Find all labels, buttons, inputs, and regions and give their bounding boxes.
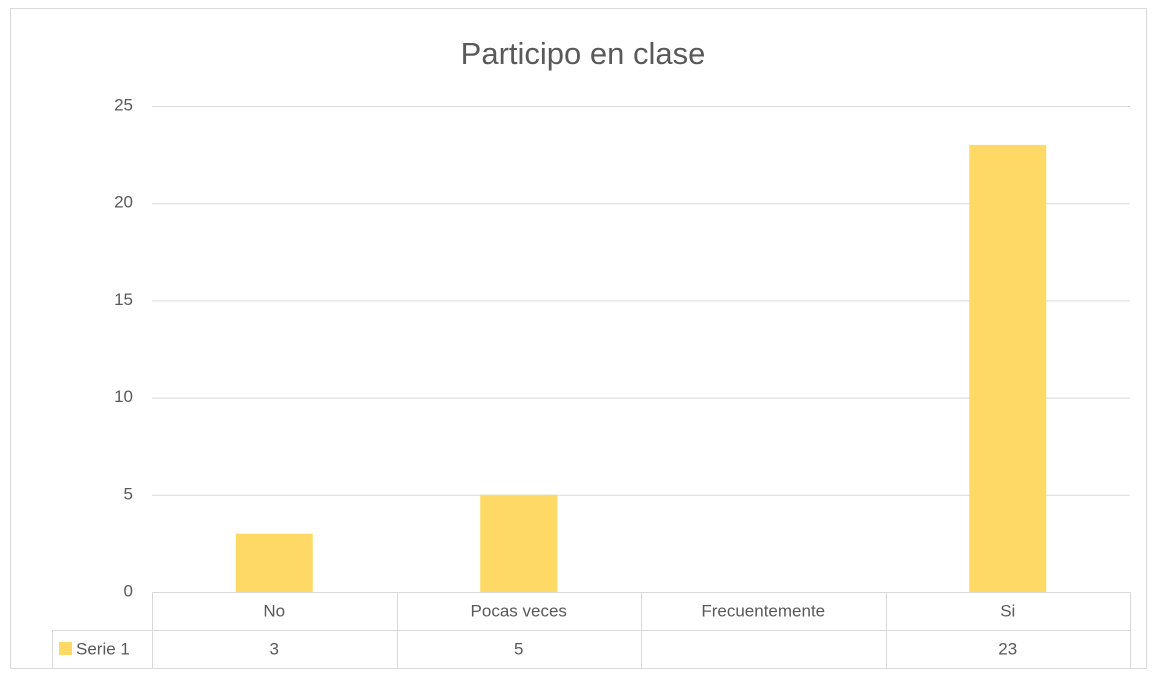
y-tick-label: 25 [114,95,133,114]
chart-border [10,8,1147,669]
bar [480,494,558,592]
table-value: 23 [998,639,1017,658]
bar [235,533,313,592]
y-tick-label: 15 [114,290,133,309]
x-tick-label: No [263,601,285,620]
y-tick-label: 10 [114,387,133,406]
legend-label: Serie 1 [76,639,130,658]
chart-title: Participo en clase [461,36,706,71]
y-tick-label: 0 [124,581,133,600]
bar [969,144,1047,592]
x-tick-label: Si [1000,601,1015,620]
table-value: 3 [270,639,279,658]
legend-key [59,642,72,655]
y-tick-label: 20 [114,193,133,212]
x-tick-label: Frecuentemente [701,601,825,620]
table-value: 5 [514,639,523,658]
y-tick-label: 5 [124,484,133,503]
x-tick-label: Pocas veces [471,601,567,620]
